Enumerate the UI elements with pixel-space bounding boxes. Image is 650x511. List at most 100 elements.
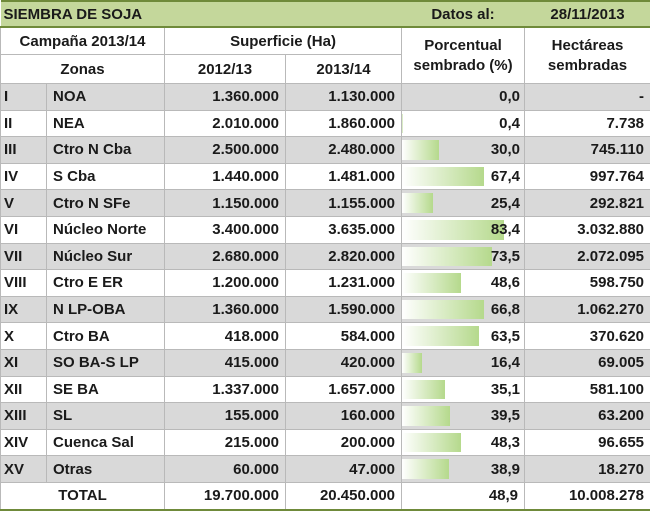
surface-2013-14: 1.155.000 xyxy=(286,190,402,217)
percent-data-bar xyxy=(402,247,492,267)
total-hectares-sown: 10.008.278 xyxy=(525,482,650,510)
percent-sown-value: 67,4 xyxy=(491,168,520,185)
zone-name: Ctro N SFe xyxy=(47,190,165,217)
total-percent-sown: 48,9 xyxy=(402,482,525,510)
zone-number: X xyxy=(1,323,47,350)
surface-2013-14: 584.000 xyxy=(286,323,402,350)
surface-2012-13: 1.337.000 xyxy=(165,376,286,403)
porcentual-header-line1: Porcentual xyxy=(402,36,524,56)
surface-2012-13: 415.000 xyxy=(165,349,286,376)
percent-sown-value: 16,4 xyxy=(491,354,520,371)
hectares-sown: 745.110 xyxy=(525,137,650,164)
zone-number: V xyxy=(1,190,47,217)
campaign-header: Campaña 2013/14 xyxy=(1,27,165,55)
banner-row: SIEMBRA DE SOJA Datos al: 28/11/2013 xyxy=(1,1,650,27)
total-surface-2012-13: 19.700.000 xyxy=(165,482,286,510)
percent-sown-value: 30,0 xyxy=(491,141,520,158)
percent-sown-cell: 73,5 xyxy=(402,243,525,270)
zone-name: Otras xyxy=(47,456,165,483)
surface-2012-13: 155.000 xyxy=(165,403,286,430)
zone-name: SO BA-S LP xyxy=(47,349,165,376)
surface-2013-14: 1.657.000 xyxy=(286,376,402,403)
hectares-sown: 63.200 xyxy=(525,403,650,430)
hectares-sown: 997.764 xyxy=(525,163,650,190)
surface-2013-14: 1.130.000 xyxy=(286,84,402,111)
percent-sown-value: 48,3 xyxy=(491,434,520,451)
percent-sown-cell: 25,4 xyxy=(402,190,525,217)
zone-name: Ctro N Cba xyxy=(47,137,165,164)
zone-name: Ctro E ER xyxy=(47,270,165,297)
surface-2012-13: 1.200.000 xyxy=(165,270,286,297)
surface-2012-13: 418.000 xyxy=(165,323,286,350)
zone-number: IV xyxy=(1,163,47,190)
surface-2012-13: 215.000 xyxy=(165,429,286,456)
percent-sown-value: 39,5 xyxy=(491,407,520,424)
percent-sown-cell: 0,0 xyxy=(402,84,525,111)
percent-data-bar xyxy=(402,326,479,346)
percent-sown-cell: 16,4 xyxy=(402,349,525,376)
zone-number: II xyxy=(1,110,47,137)
surface-2012-13: 2.010.000 xyxy=(165,110,286,137)
zone-number: XIII xyxy=(1,403,47,430)
percent-sown-value: 38,9 xyxy=(491,461,520,478)
hectares-sown: 1.062.270 xyxy=(525,296,650,323)
percent-sown-value: 63,5 xyxy=(491,328,520,345)
zonas-header: Zonas xyxy=(1,55,165,84)
surface-2012-13: 1.150.000 xyxy=(165,190,286,217)
zone-name: Núcleo Sur xyxy=(47,243,165,270)
zone-number: VII xyxy=(1,243,47,270)
percent-data-bar xyxy=(402,380,445,400)
hectares-sown: 7.738 xyxy=(525,110,650,137)
surface-2013-14: 1.860.000 xyxy=(286,110,402,137)
surface-2012-13: 1.440.000 xyxy=(165,163,286,190)
total-label: TOTAL xyxy=(1,482,165,510)
surface-2013-14: 1.590.000 xyxy=(286,296,402,323)
percent-sown-cell: 83,4 xyxy=(402,216,525,243)
percent-data-bar xyxy=(402,353,422,373)
percent-sown-value: 83,4 xyxy=(491,221,520,238)
zone-name: NOA xyxy=(47,84,165,111)
zone-name: SE BA xyxy=(47,376,165,403)
hectares-sown: 598.750 xyxy=(525,270,650,297)
percent-sown-cell: 48,3 xyxy=(402,429,525,456)
percent-data-bar xyxy=(402,433,461,453)
date-label: Datos al: xyxy=(402,1,525,27)
surface-2012-13: 3.400.000 xyxy=(165,216,286,243)
zone-name: S Cba xyxy=(47,163,165,190)
total-surface-2013-14: 20.450.000 xyxy=(286,482,402,510)
percent-data-bar xyxy=(402,167,484,187)
zone-number: IX xyxy=(1,296,47,323)
percent-sown-cell: 48,6 xyxy=(402,270,525,297)
surface-2012-13: 2.680.000 xyxy=(165,243,286,270)
surface-2012-13: 1.360.000 xyxy=(165,84,286,111)
surface-2013-14: 2.480.000 xyxy=(286,137,402,164)
percent-sown-value: 0,4 xyxy=(499,115,520,132)
percent-sown-value: 48,6 xyxy=(491,274,520,291)
surface-2012-13: 1.360.000 xyxy=(165,296,286,323)
hectares-sown: 96.655 xyxy=(525,429,650,456)
surface-2012-13: 60.000 xyxy=(165,456,286,483)
hectares-sown: 3.032.880 xyxy=(525,216,650,243)
surface-2012-13: 2.500.000 xyxy=(165,137,286,164)
superficie-header: Superficie (Ha) xyxy=(165,27,402,55)
zone-name: Cuenca Sal xyxy=(47,429,165,456)
percent-sown-value: 25,4 xyxy=(491,195,520,212)
zone-name: SL xyxy=(47,403,165,430)
hectares-sown: 370.620 xyxy=(525,323,650,350)
surface-2013-14: 1.481.000 xyxy=(286,163,402,190)
percent-sown-value: 0,0 xyxy=(499,88,520,105)
percent-data-bar xyxy=(402,459,449,479)
